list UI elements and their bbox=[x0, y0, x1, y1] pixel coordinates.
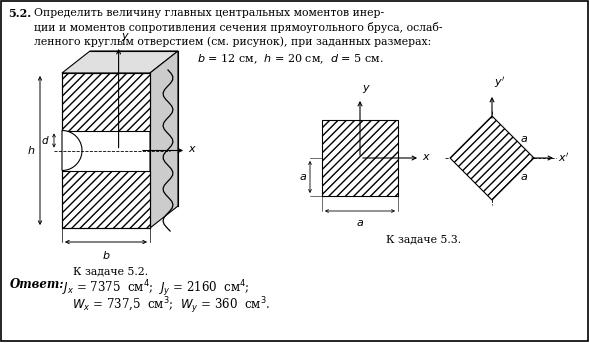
Text: $d$: $d$ bbox=[41, 134, 50, 146]
Text: К задаче 5.2.: К задаче 5.2. bbox=[73, 266, 149, 276]
Text: Определить величину главных центральных моментов инер-
ции и моментов сопротивле: Определить величину главных центральных … bbox=[34, 8, 442, 47]
Bar bbox=[62, 73, 150, 130]
Text: $x$: $x$ bbox=[188, 144, 197, 154]
Text: Ответ:: Ответ: bbox=[10, 278, 65, 291]
Text: К задаче 5.3.: К задаче 5.3. bbox=[386, 234, 461, 244]
Text: $y'$: $y'$ bbox=[494, 75, 506, 90]
Text: $x$: $x$ bbox=[422, 152, 431, 162]
Text: $b$: $b$ bbox=[101, 249, 110, 261]
Text: $a$: $a$ bbox=[520, 172, 528, 182]
Polygon shape bbox=[62, 130, 82, 170]
Bar bbox=[322, 120, 398, 196]
Text: $a$: $a$ bbox=[520, 134, 528, 144]
Bar bbox=[62, 170, 150, 228]
Polygon shape bbox=[150, 51, 178, 228]
Text: $a$: $a$ bbox=[299, 172, 307, 182]
Text: $a$: $a$ bbox=[356, 218, 364, 228]
Polygon shape bbox=[62, 51, 178, 73]
Text: $y$: $y$ bbox=[120, 31, 130, 43]
Text: $J_x$ = 7375  см$^4$;  $J_y$ = 2160  см$^4$;: $J_x$ = 7375 см$^4$; $J_y$ = 2160 см$^4$… bbox=[62, 278, 250, 299]
Text: 5.2.: 5.2. bbox=[8, 8, 31, 19]
Text: $y$: $y$ bbox=[362, 83, 371, 95]
Text: $x'$: $x'$ bbox=[558, 151, 569, 164]
Polygon shape bbox=[450, 116, 534, 200]
Text: $b$ = 12 см,  $h$ = 20 см,  $d$ = 5 см.: $b$ = 12 см, $h$ = 20 см, $d$ = 5 см. bbox=[196, 52, 384, 66]
Text: $W_x$ = 737,5  см$^3$;  $W_y$ = 360  см$^3$.: $W_x$ = 737,5 см$^3$; $W_y$ = 360 см$^3$… bbox=[72, 295, 270, 316]
Text: $h$: $h$ bbox=[27, 144, 35, 156]
